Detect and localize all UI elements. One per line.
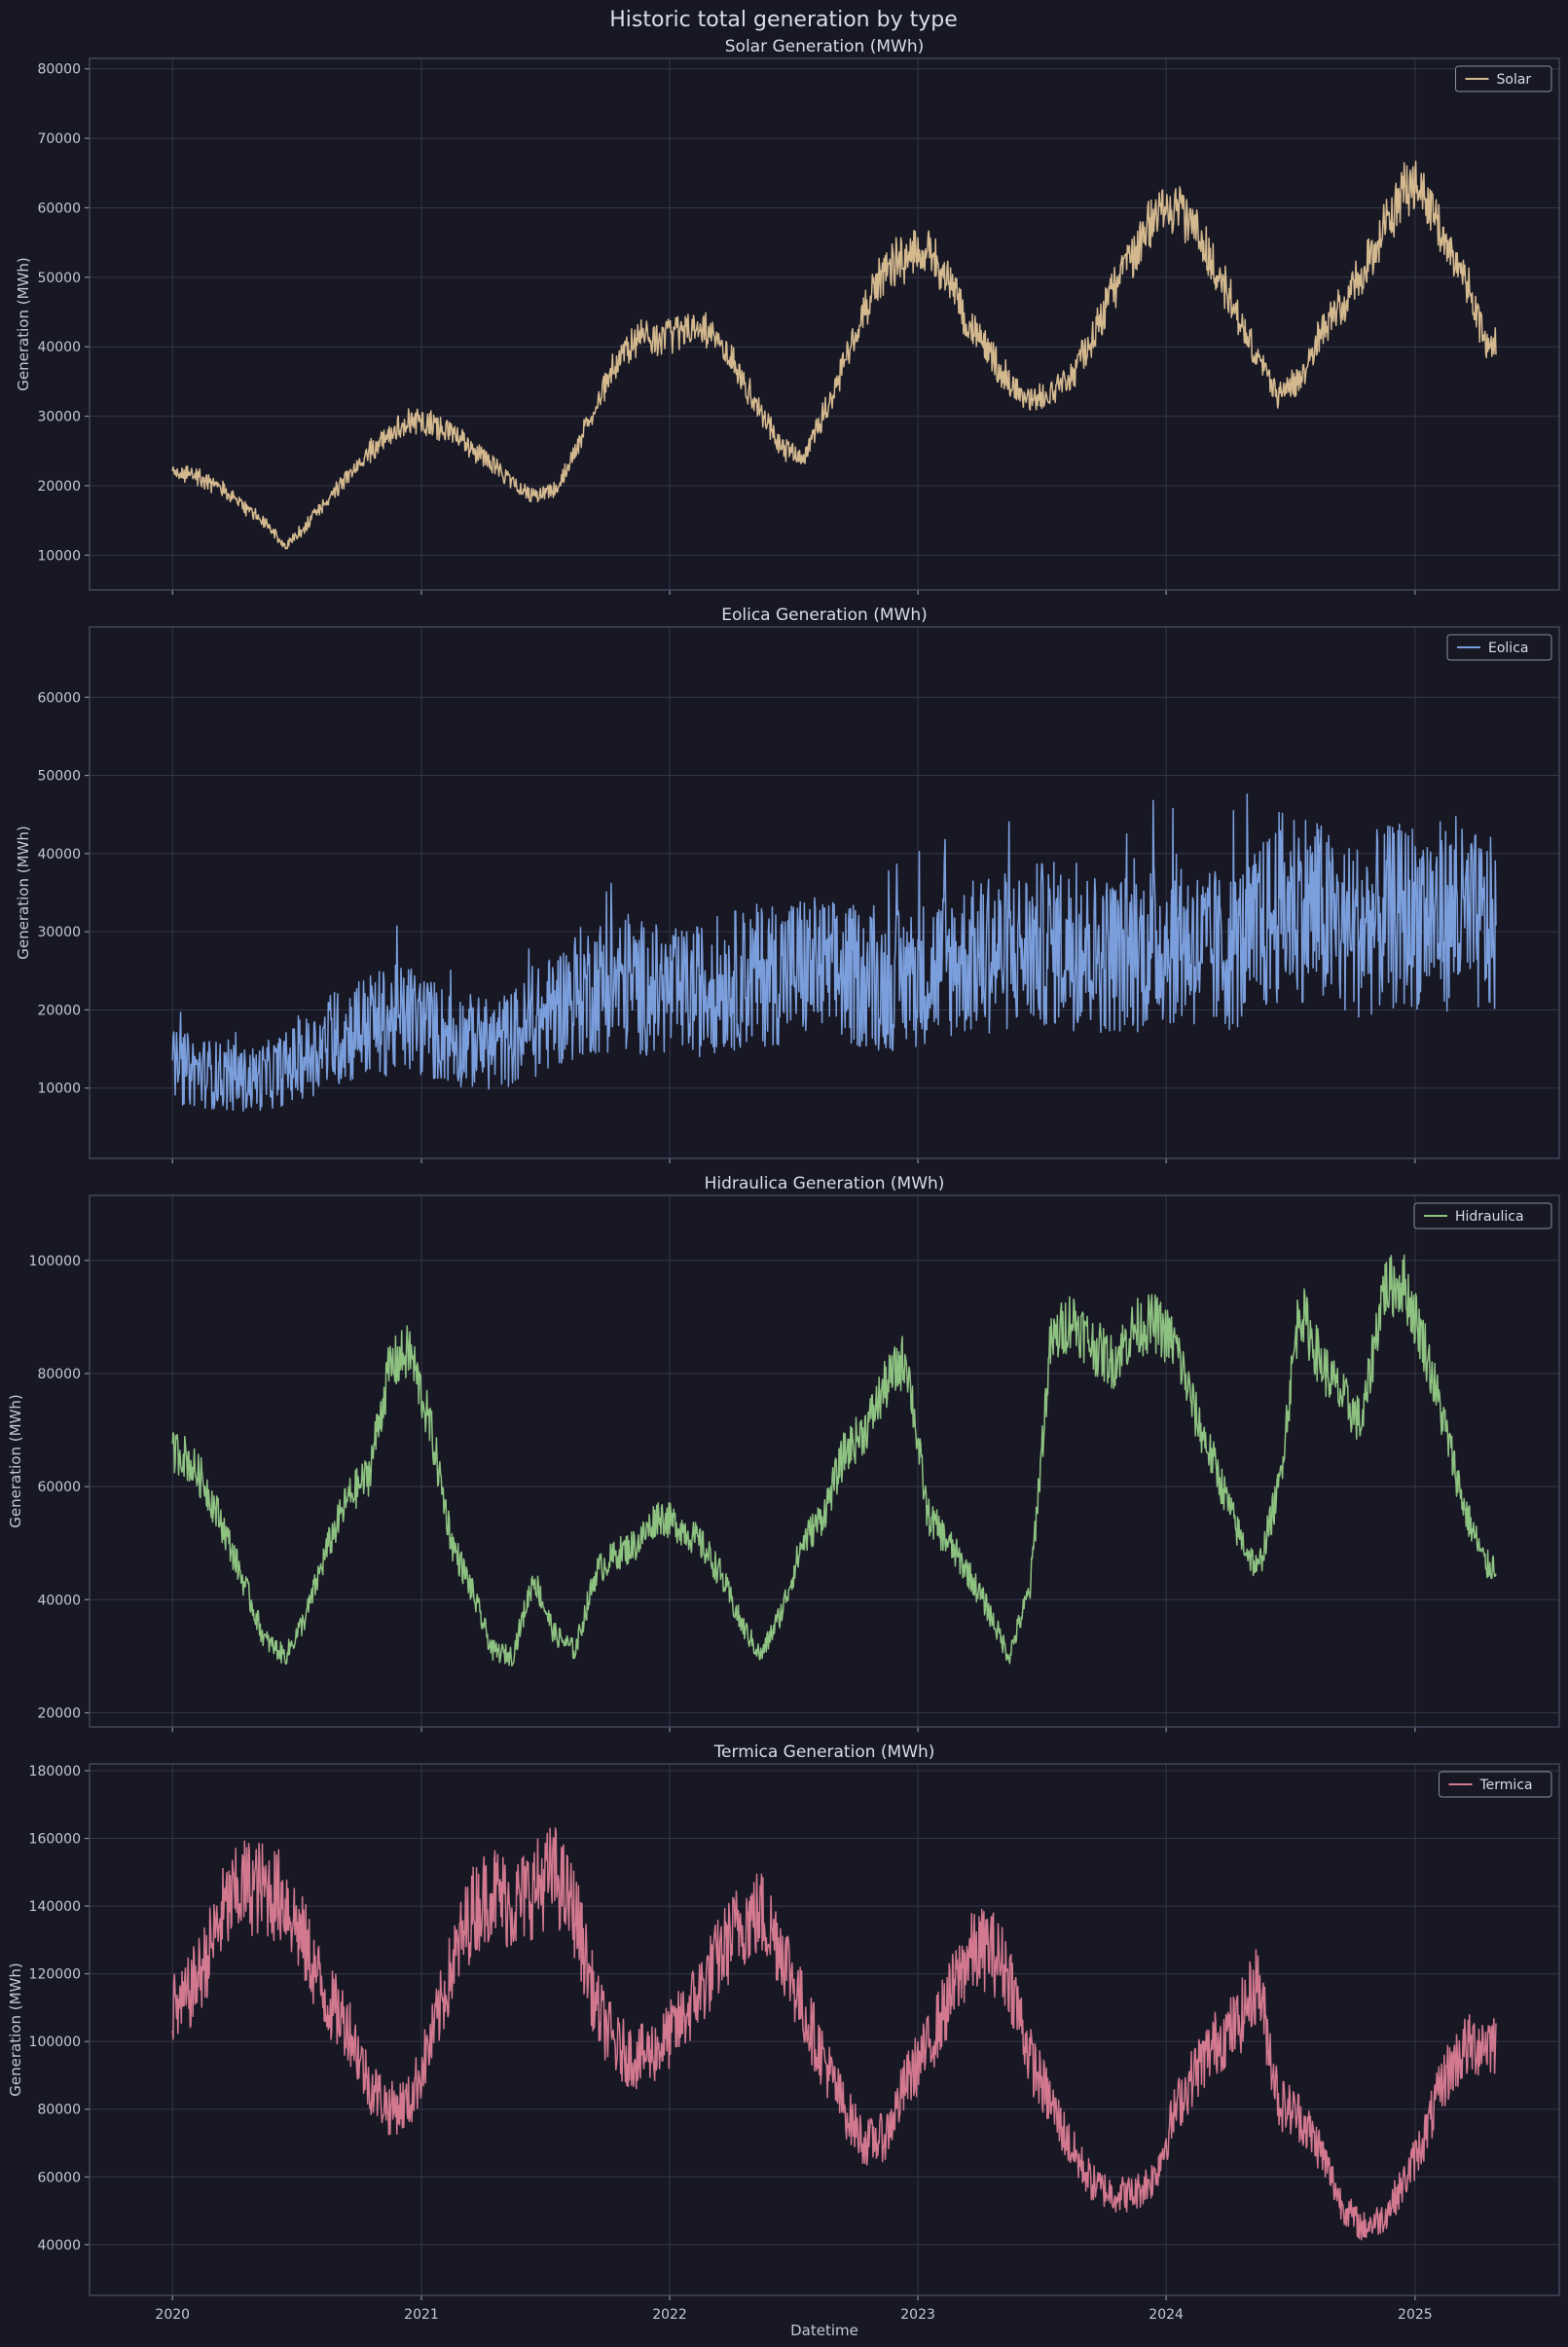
legend-label: Eolica (1488, 641, 1528, 656)
y-tick-label: 70000 (37, 131, 81, 147)
legend-label: Termica (1479, 1778, 1533, 1793)
axes-frame (89, 1763, 1560, 2296)
y-tick-label: 50000 (37, 271, 81, 286)
series-line-eolica (171, 793, 1497, 1113)
y-tick-label: 20000 (37, 1705, 81, 1721)
legend: Termica (1439, 1771, 1552, 1798)
axes-frame (89, 57, 1560, 591)
panel-title: Termica Generation (MWh) (713, 1742, 935, 1762)
x-tick-label: 2021 (404, 2307, 439, 2323)
y-axis-label: Generation (MWh) (15, 257, 32, 390)
x-tick-label: 2020 (155, 2307, 190, 2323)
legend-label: Hidraulica (1455, 1209, 1524, 1225)
y-axis-label: Generation (MWh) (7, 1962, 24, 2096)
figure-title: Historic total generation by type (609, 8, 958, 32)
y-tick-label: 80000 (37, 2103, 81, 2118)
y-axis-label: Generation (MWh) (7, 1394, 24, 1527)
y-tick-label: 50000 (37, 769, 81, 785)
panel-solar: Solar Generation (MWh) 10000 20000 30000 400… (15, 37, 1560, 595)
legend-box (1413, 1202, 1552, 1229)
y-tick-label: 80000 (37, 62, 81, 78)
panel-eolica: Eolica Generation (MWh) 10000 20000 30000 40… (15, 605, 1560, 1163)
y-tick-label: 120000 (29, 1967, 81, 1983)
x-tick-label: 2023 (900, 2307, 935, 2323)
axes-frame (89, 626, 1560, 1159)
panel-title: Solar Generation (MWh) (725, 37, 924, 56)
x-tick-label: 2022 (652, 2307, 687, 2323)
legend-box (1439, 1771, 1552, 1798)
series-line-hidraulica (171, 1254, 1497, 1668)
y-tick-label: 80000 (37, 1367, 81, 1382)
legend: Eolica (1446, 634, 1552, 661)
y-tick-label: 30000 (37, 410, 81, 425)
legend: Solar (1455, 65, 1552, 92)
y-tick-label: 40000 (37, 2238, 81, 2254)
panel-title: Eolica Generation (MWh) (721, 605, 928, 625)
legend-box (1455, 65, 1552, 92)
y-tick-label: 100000 (29, 1254, 81, 1269)
x-tick-label: 2024 (1149, 2307, 1184, 2323)
y-tick-label: 30000 (37, 925, 81, 940)
y-axis-label: Generation (MWh) (15, 825, 32, 959)
y-tick-label: 20000 (37, 479, 81, 495)
legend: Hidraulica (1413, 1202, 1552, 1229)
x-tick-label: 2025 (1398, 2307, 1433, 2323)
legend-label: Solar (1497, 72, 1532, 88)
y-tick-label: 10000 (37, 548, 81, 564)
panel-title: Hidraulica Generation (MWh) (705, 1174, 945, 1193)
panel-termica: Termica Generation (MWh) 2020 2021 2022 2023… (7, 1742, 1560, 2323)
y-tick-label: 60000 (37, 201, 81, 216)
panel-hidraulica: Hidraulica Generation (MWh) 20000 40000 600… (7, 1174, 1560, 1732)
y-tick-label: 160000 (29, 1832, 81, 1848)
y-tick-label: 60000 (37, 2170, 81, 2185)
y-tick-label: 180000 (29, 1764, 81, 1779)
axes-frame (89, 1194, 1560, 1728)
y-tick-label: 10000 (37, 1082, 81, 1097)
y-tick-label: 140000 (29, 1899, 81, 1915)
y-tick-label: 40000 (37, 847, 81, 862)
y-tick-label: 60000 (37, 1480, 81, 1495)
series-line-solar (171, 160, 1497, 550)
y-tick-label: 20000 (37, 1003, 81, 1018)
series-line-termica (171, 1827, 1497, 2241)
x-axis-label: Datetime (790, 2322, 858, 2339)
y-tick-label: 100000 (29, 2035, 81, 2050)
y-tick-label: 60000 (37, 690, 81, 706)
y-tick-label: 40000 (37, 340, 81, 355)
legend-box (1446, 634, 1552, 661)
y-tick-label: 40000 (37, 1593, 81, 1608)
